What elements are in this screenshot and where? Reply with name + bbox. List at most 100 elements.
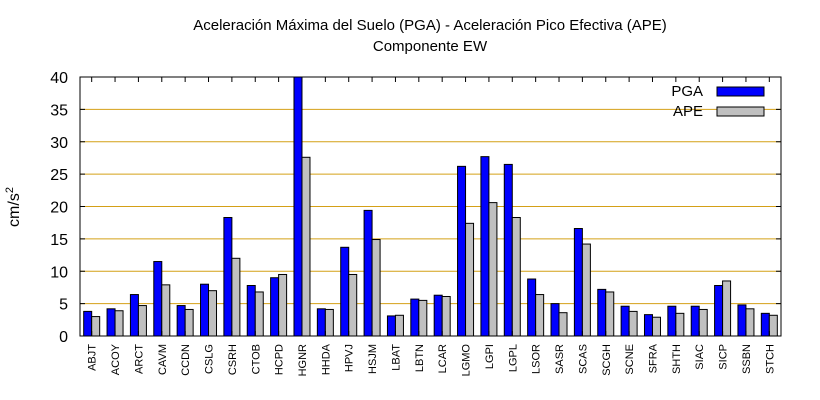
x-tick-label: HCPD bbox=[274, 344, 286, 375]
bar-ape bbox=[91, 316, 101, 337]
bar-pga bbox=[480, 156, 490, 337]
x-tick-label: HPVJ bbox=[344, 344, 356, 372]
legend-swatch bbox=[716, 106, 765, 117]
bar-pga bbox=[737, 304, 747, 337]
bar-pga bbox=[457, 165, 467, 337]
bar-ape bbox=[511, 217, 521, 337]
chart-title: Aceleración Máxima del Suelo (PGA) - Ace… bbox=[193, 17, 667, 34]
bar-ape bbox=[254, 291, 264, 337]
bar-ape bbox=[488, 202, 498, 337]
x-tick-label: SASR bbox=[554, 344, 566, 374]
legend-swatch bbox=[716, 86, 765, 97]
bar-ape bbox=[324, 308, 334, 337]
bar-ape bbox=[651, 316, 661, 337]
x-tick-label: SHTH bbox=[671, 344, 683, 374]
bar-ape bbox=[535, 294, 545, 337]
grid-lines bbox=[80, 76, 781, 305]
chart-subtitle: Componente EW bbox=[373, 38, 488, 55]
bar-pga bbox=[643, 314, 653, 337]
bar-pga bbox=[503, 163, 513, 337]
y-tick-label: 10 bbox=[50, 264, 68, 281]
y-tick-label: 15 bbox=[50, 232, 68, 249]
bar-ape bbox=[628, 310, 638, 337]
x-tick-label: ARCT bbox=[133, 344, 145, 374]
bar-pga bbox=[760, 312, 770, 337]
x-tick-label: LBAT bbox=[390, 344, 402, 371]
x-tick-label: LGMO bbox=[461, 344, 473, 377]
bar-ape bbox=[231, 257, 241, 337]
x-tick-label: CCDN bbox=[180, 344, 192, 376]
bar-ape bbox=[465, 222, 475, 337]
bar-ape bbox=[722, 280, 732, 337]
bar-pga bbox=[714, 284, 724, 337]
bar-ape bbox=[394, 314, 404, 337]
bar-pga bbox=[410, 298, 420, 337]
bar-pga bbox=[246, 284, 256, 337]
bar-ape bbox=[698, 308, 708, 337]
x-tick-label: SCGH bbox=[601, 344, 613, 376]
x-tick-label: SSBN bbox=[741, 344, 753, 374]
bar-pga bbox=[597, 288, 607, 337]
legend-label: APE bbox=[673, 103, 703, 120]
bar-pga bbox=[573, 228, 583, 337]
x-tick-label: SFRA bbox=[647, 343, 659, 373]
bar-pga bbox=[270, 277, 280, 337]
y-tick-label: 20 bbox=[50, 200, 68, 217]
x-tick-label: LCAR bbox=[437, 344, 449, 373]
x-tick-label: CSRH bbox=[227, 344, 239, 375]
y-tick-label: 40 bbox=[50, 70, 68, 87]
bar-pga bbox=[363, 209, 373, 337]
bar-ape bbox=[441, 296, 451, 337]
x-tick-label: SIAC bbox=[694, 344, 706, 370]
bar-ape bbox=[418, 299, 428, 337]
x-tick-label: HHDA bbox=[320, 343, 332, 375]
y-axis-label-text: cm/s bbox=[6, 193, 23, 227]
bar-pga bbox=[433, 294, 443, 337]
x-tick-label: CAVM bbox=[157, 344, 169, 375]
bar-ape bbox=[208, 290, 218, 337]
bar-ape bbox=[137, 305, 147, 337]
y-ticks: 0 5 10 15 20 25 30 35 40 bbox=[50, 70, 781, 346]
x-tick-label: SICP bbox=[718, 344, 730, 370]
x-tick-label: LGPL bbox=[507, 344, 519, 372]
bar-pga bbox=[83, 310, 93, 337]
bar-pga bbox=[106, 308, 116, 337]
bar-ape bbox=[371, 239, 381, 337]
bar-ape bbox=[581, 243, 591, 337]
y-tick-label: 30 bbox=[50, 135, 68, 152]
bar-pga bbox=[550, 303, 560, 337]
x-tick-label: HSJM bbox=[367, 344, 379, 374]
bar-ape bbox=[114, 310, 124, 337]
y-tick-label: 5 bbox=[59, 297, 68, 314]
x-tick-label: ABJT bbox=[87, 344, 99, 371]
bar-pga bbox=[340, 246, 350, 337]
x-tick-label: CSLG bbox=[204, 344, 216, 374]
x-tick-label: SCAS bbox=[577, 344, 589, 374]
bar-ape bbox=[675, 312, 685, 337]
x-ticks: ABJT ACOY ARCT CAVM CCDN CSLG CSRH CTOB HCPD HGNR… bbox=[87, 77, 776, 377]
bar-ape bbox=[605, 291, 615, 337]
bar-pga bbox=[293, 76, 303, 337]
bar-pga bbox=[667, 305, 677, 337]
y-tick-label: 0 bbox=[59, 329, 68, 346]
bar-ape bbox=[558, 312, 568, 337]
x-tick-label: LGPI bbox=[484, 344, 496, 369]
bar-pga bbox=[316, 308, 326, 337]
legend: PGA APE bbox=[671, 83, 765, 120]
x-tick-label: LBTN bbox=[414, 344, 426, 372]
bar-ape bbox=[301, 156, 311, 337]
x-tick-label: CTOB bbox=[250, 344, 262, 374]
bar-ape bbox=[278, 273, 288, 337]
x-tick-label: HGNR bbox=[297, 344, 309, 376]
bar-pga bbox=[129, 294, 139, 337]
y-tick-label: 35 bbox=[50, 102, 68, 119]
bar-pga bbox=[620, 305, 630, 337]
y-axis-label: cm/s2 bbox=[4, 187, 23, 227]
bar-pga bbox=[527, 278, 537, 337]
bar-pga bbox=[176, 305, 186, 337]
bar-pga bbox=[200, 283, 210, 337]
bar-ape bbox=[745, 308, 755, 337]
y-axis-label-superscript: 2 bbox=[4, 187, 16, 193]
bar-pga bbox=[386, 315, 396, 337]
